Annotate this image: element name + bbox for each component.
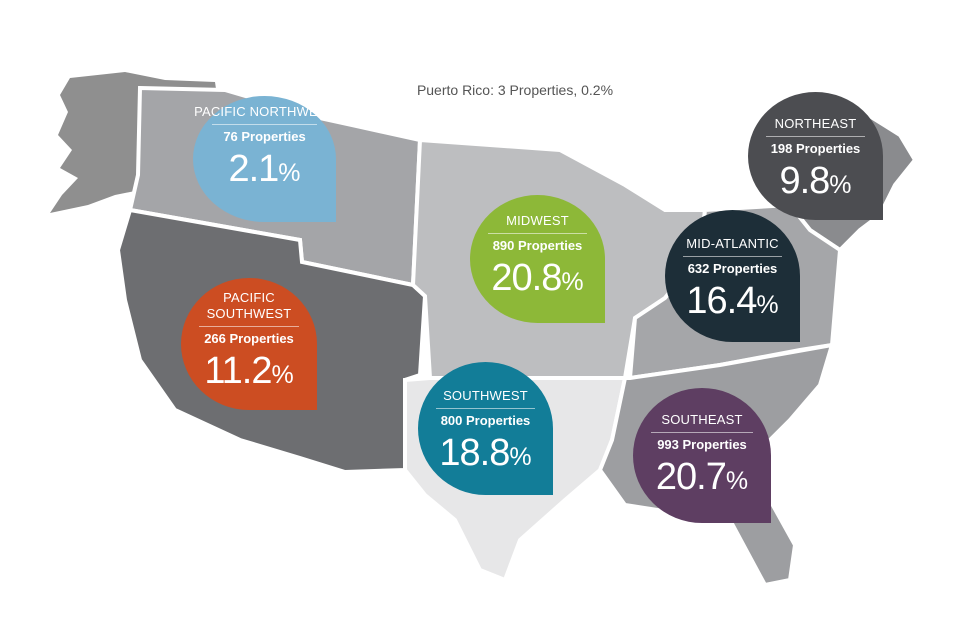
region-properties: 198 Properties (770, 141, 861, 156)
region-percent: 18.8% (439, 432, 532, 474)
region-name: SOUTHWEST (443, 388, 528, 403)
region-name: MIDWEST (506, 213, 569, 228)
region-properties: 76 Properties (223, 129, 306, 144)
pacific-southwest-badge: PACIFIC SOUTHWEST 266 Properties 11.2% (181, 278, 317, 410)
northeast-badge: NORTHEAST 198 Properties 9.8% (748, 92, 883, 220)
region-percent: 20.8% (491, 257, 584, 299)
region-percent: 20.7% (655, 456, 749, 498)
puerto-rico-note: Puerto Rico: 3 Properties, 0.2% (416, 82, 614, 98)
region-properties: 993 Properties (657, 437, 747, 452)
southwest-badge: SOUTHWEST 800 Properties 18.8% (418, 362, 553, 495)
region-properties: 890 Properties (492, 238, 583, 253)
region-name: PACIFIC SOUTHWEST (206, 290, 292, 321)
region-percent: 2.1% (228, 148, 301, 190)
region-properties: 632 Properties (687, 261, 778, 276)
pacific-northwest-badge: PACIFIC NORTHWEST 76 Properties 2.1% (193, 96, 336, 222)
region-name: NORTHEAST (774, 116, 857, 131)
southeast-badge: SOUTHEAST 993 Properties 20.7% (633, 388, 771, 523)
region-percent: 9.8% (779, 160, 852, 202)
region-percent: 16.4% (686, 280, 779, 322)
region-name: MID-ATLANTIC (686, 236, 779, 251)
midwest-badge: MIDWEST 890 Properties 20.8% (470, 195, 605, 323)
region-percent: 11.2% (204, 350, 294, 392)
region-name: PACIFIC NORTHWEST (194, 104, 335, 119)
region-properties: 266 Properties (204, 331, 294, 346)
region-name: SOUTHEAST (661, 412, 743, 427)
region-properties: 800 Properties (440, 413, 531, 428)
mid-atlantic-badge: MID-ATLANTIC 632 Properties 16.4% (665, 210, 800, 342)
